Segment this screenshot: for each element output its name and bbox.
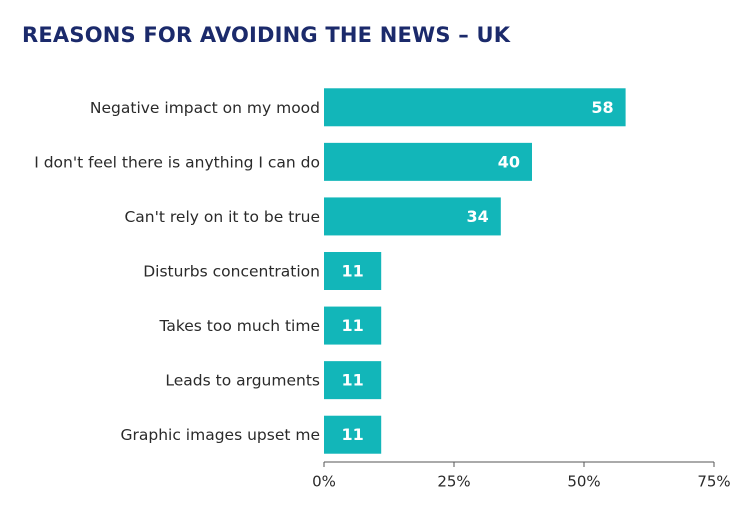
x-tick-label: 50% [567,473,600,491]
x-tick-label: 25% [437,473,470,491]
bar [324,415,382,454]
value-label: 11 [341,371,363,390]
x-tick-label: 0% [312,473,336,491]
bar [324,306,382,345]
value-label: 11 [341,316,363,335]
x-tick-label: 75% [697,473,730,491]
value-label: 34 [467,207,489,226]
value-label: 40 [498,152,520,171]
bar [324,252,382,290]
value-label: 11 [341,262,363,281]
bar [324,361,382,400]
category-label: I don't feel there is anything I can do [34,153,320,171]
category-label: Leads to arguments [165,372,320,390]
category-label: Disturbs concentration [143,263,320,281]
category-label: Can't rely on it to be true [124,208,320,226]
value-label: 11 [341,425,363,444]
category-label: Takes too much time [158,317,320,335]
bar [324,197,501,236]
category-label: Negative impact on my mood [90,99,320,117]
chart-title: REASONS FOR AVOIDING THE NEWS – UK [22,23,511,47]
bar [324,142,532,181]
value-label: 58 [591,98,613,117]
category-label: Graphic images upset me [121,426,321,444]
bar [324,88,626,127]
